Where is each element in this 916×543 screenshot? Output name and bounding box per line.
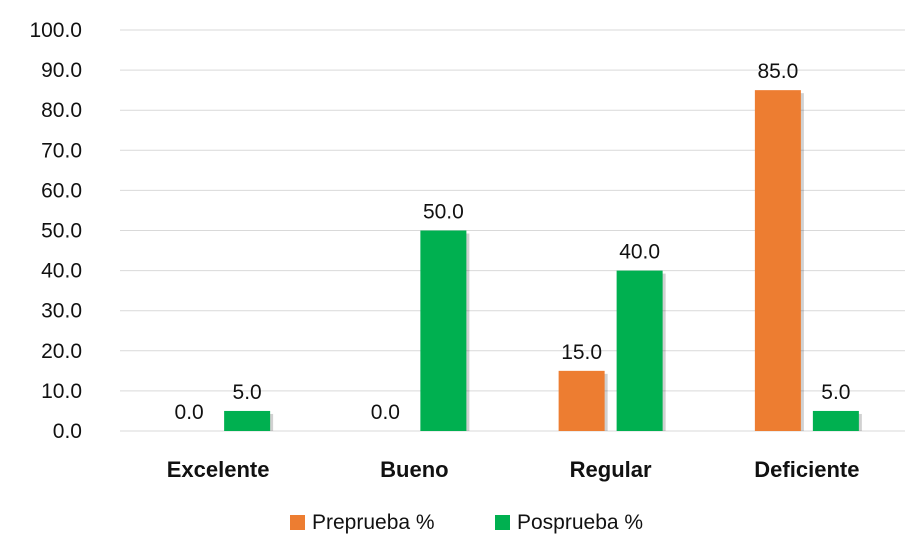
- x-category-label: Excelente: [167, 457, 270, 482]
- bar-preprueba-regular: [558, 370, 605, 431]
- x-category-label: Deficiente: [754, 457, 859, 482]
- data-label: 5.0: [233, 381, 262, 404]
- y-tick-label: 10.0: [41, 380, 82, 403]
- legend-label: Posprueba %: [517, 511, 643, 534]
- legend-swatch: [290, 515, 305, 530]
- bar-posprueba-bueno: [420, 230, 467, 431]
- y-tick-label: 70.0: [41, 139, 82, 162]
- legend-label: Preprueba %: [312, 511, 435, 534]
- data-label: 40.0: [619, 241, 660, 264]
- y-tick-label: 40.0: [41, 260, 82, 283]
- y-tick-label: 50.0: [41, 220, 82, 243]
- bar-preprueba-deficiente: [754, 90, 801, 432]
- bar-posprueba-excelente: [224, 410, 271, 431]
- y-tick-label: 20.0: [41, 340, 82, 363]
- data-label: 85.0: [757, 60, 798, 83]
- y-tick-label: 90.0: [41, 59, 82, 82]
- x-category-label: Regular: [570, 457, 652, 482]
- bar-posprueba-deficiente: [812, 410, 859, 431]
- data-label: 15.0: [561, 341, 602, 364]
- data-label: 0.0: [371, 401, 400, 424]
- data-label: 5.0: [821, 381, 850, 404]
- y-tick-label: 30.0: [41, 300, 82, 323]
- legend-swatch: [495, 515, 510, 530]
- x-category-label: Bueno: [380, 457, 448, 482]
- y-tick-label: 60.0: [41, 179, 82, 202]
- bar-posprueba-regular: [616, 270, 663, 431]
- y-tick-label: 100.0: [29, 19, 82, 42]
- data-label: 0.0: [175, 401, 204, 424]
- data-label: 50.0: [423, 201, 464, 224]
- y-tick-label: 0.0: [53, 420, 82, 443]
- y-tick-label: 80.0: [41, 99, 82, 122]
